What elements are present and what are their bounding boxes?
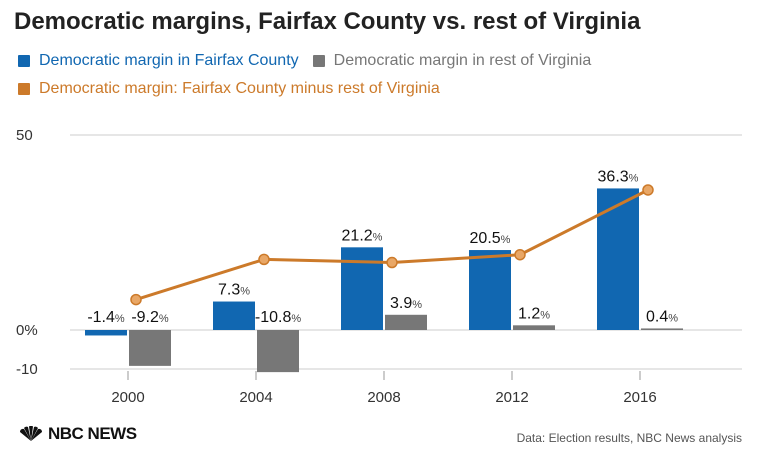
bar-rest [641,328,683,330]
line-point-difference [514,248,526,261]
legend: Democratic margin in Fairfax County Demo… [18,52,605,70]
y-tick-label: 0% [16,322,38,339]
legend-swatch-diff [18,83,30,95]
nbc-news-logo-text: NBC NEWS [48,424,137,443]
legend-label-rest: Democratic margin in rest of Virginia [333,52,592,69]
data-label-rest: -9.2% [131,309,169,326]
data-label-fairfax: 21.2% [342,227,383,244]
legend-label-diff: Democratic margin: Fairfax County minus … [39,80,440,97]
legend-label-fairfax: Democratic margin in Fairfax County [39,52,299,69]
peacock-icon [19,426,43,441]
legend-swatch-fairfax [18,55,30,67]
line-point-difference [258,253,270,266]
data-label-fairfax: 20.5% [470,230,511,247]
bar-fairfax [469,250,511,330]
data-label-rest: -10.8% [255,309,301,326]
x-tick-label: 2016 [623,389,656,406]
data-label-rest: 1.2% [518,305,550,322]
x-tick-label: 2012 [495,389,528,406]
bar-fairfax [597,188,639,330]
line-difference [135,188,649,302]
bar-fairfax [341,247,383,330]
bar-rest [257,330,299,373]
legend-item-diff: Democratic margin: Fairfax County minus … [18,80,440,98]
data-label-rest: 3.9% [390,295,422,312]
line-point-difference [130,293,142,306]
legend-item-fairfax: Democratic margin in Fairfax County [18,52,299,70]
y-tick-label: -10 [16,361,38,378]
legend-swatch-rest [312,55,325,67]
bar-rest [129,330,171,366]
y-tick-label: 50 [16,127,33,144]
line-point-difference [386,256,398,269]
line-point-difference [642,184,654,196]
bar-fairfax [213,301,255,330]
bar-rest [385,314,427,330]
x-tick-label: 2000 [111,389,144,406]
legend-item-rest: Democratic margin in rest of Virginia [312,52,592,70]
legend-second-row: Democratic margin: Fairfax County minus … [18,80,454,98]
chart-title: Democratic margins, Fairfax County vs. r… [14,8,641,35]
data-label-fairfax: 36.3% [598,168,639,185]
source-note: Data: Election results, NBC News analysi… [516,431,742,445]
data-label-fairfax: 7.3% [218,282,250,299]
bar-fairfax [85,330,127,336]
x-tick-label: 2004 [239,389,272,406]
data-label-fairfax: -1.4% [87,309,125,326]
nbc-news-logo: NBC NEWS [18,424,137,444]
x-tick-label: 2008 [367,389,400,406]
bar-rest [513,325,555,330]
data-label-rest: 0.4% [646,308,678,325]
